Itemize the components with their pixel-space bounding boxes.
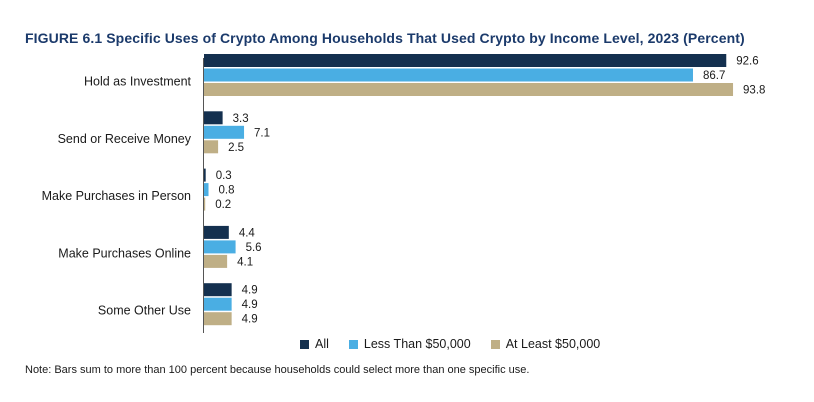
legend: All Less Than $50,000 At Least $50,000 [300, 337, 600, 351]
value-label-send-or-receive-money-less-than-50-000: 7.1 [254, 127, 270, 139]
bar-hold-as-investment-at-least-50-000 [204, 83, 734, 96]
category-label-send-or-receive-money: Send or Receive Money [58, 132, 192, 146]
bar-make-purchases-online-at-least-50-000 [204, 254, 228, 268]
value-label-make-purchases-online-at-least-50-000: 4.1 [237, 256, 253, 268]
bar-send-or-receive-money-at-least-50-000 [204, 140, 219, 154]
category-label-some-other-use: Some Other Use [98, 304, 191, 318]
category-label-make-purchases-in-person: Make Purchases in Person [42, 189, 191, 203]
legend-item-at-least-50000: At Least $50,000 [490, 337, 601, 351]
bar-make-purchases-online-all [204, 225, 229, 239]
bar-some-other-use-all [204, 283, 232, 297]
legend-label-less-than-50000: Less Than $50,000 [363, 337, 471, 351]
value-label-make-purchases-online-less-than-50-000: 5.6 [246, 242, 262, 254]
value-label-send-or-receive-money-at-least-50-000: 2.5 [228, 142, 244, 154]
chart-title: FIGURE 6.1 Specific Uses of Crypto Among… [25, 30, 745, 46]
legend-item-less-than-50000: Less Than $50,000 [348, 337, 471, 351]
value-label-some-other-use-less-than-50-000: 4.9 [242, 299, 258, 311]
bar-some-other-use-less-than-50-000 [204, 297, 232, 311]
value-label-make-purchases-online-all: 4.4 [239, 227, 256, 239]
bar-hold-as-investment-less-than-50-000 [204, 68, 693, 82]
bar-send-or-receive-money-less-than-50-000 [204, 125, 245, 139]
footnote: Note: Bars sum to more than 100 percent … [25, 364, 530, 376]
value-label-send-or-receive-money-all: 3.3 [233, 113, 249, 125]
bar-send-or-receive-money-all [204, 111, 223, 125]
category-labels: Hold as Investment Send or Receive Money M… [42, 75, 192, 318]
value-label-hold-as-investment-at-least-50-000: 93.8 [743, 85, 765, 97]
value-label-hold-as-investment-all: 92.6 [736, 56, 758, 68]
value-labels: 92.6 86.7 93.8 3.3 7.1 2.5 0.3 0.8 0.2 4.4 5.6 4.1 4… [215, 56, 765, 326]
value-label-make-purchases-in-person-less-than-50-000: 0.8 [219, 185, 235, 197]
value-label-some-other-use-all: 4.9 [242, 285, 258, 297]
legend-label-at-least-50000: At Least $50,000 [505, 337, 601, 351]
legend-item-all: All [300, 337, 329, 351]
bars [204, 54, 734, 326]
bar-hold-as-investment-all [204, 54, 727, 67]
legend-swatch-less-than-50000 [348, 339, 358, 349]
category-label-hold-as-investment: Hold as Investment [84, 75, 192, 89]
bar-make-purchases-online-less-than-50-000 [204, 240, 236, 254]
value-label-some-other-use-at-least-50-000: 4.9 [242, 314, 258, 326]
category-label-make-purchases-online: Make Purchases Online [58, 246, 191, 260]
legend-label-all: All [315, 337, 329, 351]
bar-make-purchases-in-person-all [204, 168, 206, 182]
legend-swatch-at-least-50000 [490, 339, 500, 349]
bar-some-other-use-at-least-50-000 [204, 312, 232, 326]
bar-make-purchases-in-person-at-least-50-000 [204, 197, 206, 211]
value-label-hold-as-investment-less-than-50-000: 86.7 [703, 70, 725, 82]
legend-swatch-all [300, 339, 309, 349]
value-label-make-purchases-in-person-at-least-50-000: 0.2 [215, 199, 231, 211]
bar-make-purchases-in-person-less-than-50-000 [204, 183, 209, 197]
value-label-make-purchases-in-person-all: 0.3 [216, 170, 232, 182]
